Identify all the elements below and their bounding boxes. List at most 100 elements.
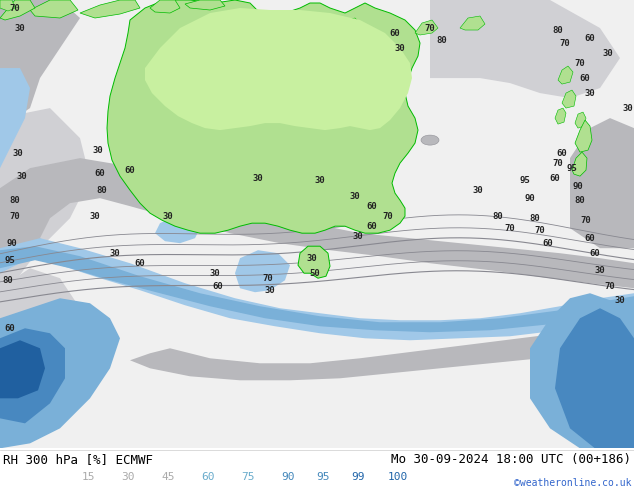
- Text: 60: 60: [590, 249, 600, 258]
- Text: RH 300 hPa [%] ECMWF: RH 300 hPa [%] ECMWF: [3, 453, 153, 466]
- Polygon shape: [555, 308, 634, 448]
- Text: 70: 70: [383, 212, 393, 220]
- Text: 30: 30: [89, 212, 100, 220]
- Polygon shape: [0, 298, 120, 448]
- Text: 90: 90: [281, 472, 295, 482]
- Polygon shape: [0, 0, 80, 128]
- Text: 30: 30: [110, 249, 120, 258]
- Text: 60: 60: [550, 173, 560, 183]
- Polygon shape: [0, 328, 65, 423]
- Text: 30: 30: [603, 49, 613, 57]
- Text: 90: 90: [6, 239, 17, 247]
- Text: 99: 99: [351, 472, 365, 482]
- Polygon shape: [340, 18, 360, 30]
- Text: 80: 80: [529, 214, 540, 222]
- Text: 95: 95: [316, 472, 330, 482]
- Text: 60: 60: [212, 282, 223, 291]
- Polygon shape: [0, 246, 634, 332]
- Text: 60: 60: [201, 472, 215, 482]
- Text: 30: 30: [314, 175, 325, 185]
- Polygon shape: [0, 238, 634, 340]
- Polygon shape: [235, 250, 290, 292]
- Text: 95: 95: [567, 164, 578, 172]
- Polygon shape: [107, 0, 420, 233]
- Text: 30: 30: [349, 192, 360, 200]
- Text: 70: 70: [553, 159, 564, 168]
- Text: 60: 60: [4, 324, 15, 333]
- Text: 70: 70: [534, 226, 545, 235]
- Text: 70: 70: [505, 223, 515, 233]
- Polygon shape: [570, 118, 634, 248]
- Text: 30: 30: [595, 266, 605, 275]
- Text: 60: 60: [579, 74, 590, 82]
- Polygon shape: [415, 20, 438, 35]
- Text: 100: 100: [388, 472, 408, 482]
- Text: 30: 30: [13, 148, 23, 158]
- Text: 30: 30: [614, 296, 625, 305]
- Polygon shape: [298, 246, 330, 278]
- Text: 70: 70: [581, 216, 592, 225]
- Polygon shape: [0, 0, 35, 20]
- Text: Mo 30-09-2024 18:00 UTC (00+186): Mo 30-09-2024 18:00 UTC (00+186): [391, 453, 631, 466]
- Polygon shape: [145, 8, 412, 130]
- Text: 95: 95: [4, 256, 15, 265]
- Text: 60: 60: [557, 148, 567, 158]
- Text: 80: 80: [10, 196, 20, 205]
- Text: 30: 30: [623, 103, 633, 113]
- Polygon shape: [150, 0, 180, 13]
- Text: 30: 30: [93, 146, 103, 155]
- Text: 60: 60: [366, 202, 377, 211]
- Text: 80: 80: [574, 196, 585, 205]
- Polygon shape: [0, 158, 634, 288]
- Text: 95: 95: [520, 175, 531, 185]
- Text: 30: 30: [353, 232, 363, 241]
- Text: 70: 70: [574, 58, 585, 68]
- Text: 80: 80: [493, 212, 503, 220]
- Text: 30: 30: [16, 172, 27, 181]
- Ellipse shape: [421, 135, 439, 145]
- Text: 90: 90: [524, 194, 535, 203]
- Text: 30: 30: [163, 212, 173, 220]
- Text: 50: 50: [309, 269, 320, 278]
- Polygon shape: [185, 0, 225, 10]
- Text: ©weatheronline.co.uk: ©weatheronline.co.uk: [514, 478, 631, 488]
- Text: 70: 70: [10, 212, 20, 220]
- Text: 70: 70: [605, 282, 616, 291]
- Text: 60: 60: [94, 169, 105, 178]
- Text: 30: 30: [472, 186, 483, 195]
- Polygon shape: [572, 152, 587, 176]
- Polygon shape: [562, 90, 576, 108]
- Text: 30: 30: [264, 286, 275, 294]
- Text: 60: 60: [585, 234, 595, 243]
- Polygon shape: [0, 68, 30, 168]
- Text: 15: 15: [81, 472, 94, 482]
- Text: 80: 80: [437, 36, 448, 45]
- Text: 30: 30: [210, 269, 221, 278]
- Text: 70: 70: [560, 39, 571, 48]
- Text: 60: 60: [390, 28, 401, 38]
- Polygon shape: [0, 340, 45, 398]
- Polygon shape: [575, 112, 586, 128]
- Text: 80: 80: [553, 25, 564, 34]
- Text: 60: 60: [543, 239, 553, 247]
- Polygon shape: [530, 293, 634, 448]
- Text: 80: 80: [3, 276, 13, 285]
- Text: 60: 60: [585, 33, 595, 43]
- Polygon shape: [430, 0, 620, 98]
- Polygon shape: [558, 66, 573, 84]
- Text: 30: 30: [121, 472, 135, 482]
- Text: 70: 70: [425, 24, 436, 32]
- Text: 30: 30: [394, 44, 405, 52]
- Text: 30: 30: [15, 24, 25, 32]
- Polygon shape: [0, 0, 15, 11]
- Text: 70: 70: [262, 274, 273, 283]
- Polygon shape: [130, 328, 634, 380]
- Text: 30: 30: [585, 89, 595, 98]
- Text: 30: 30: [307, 254, 318, 263]
- Text: 80: 80: [96, 186, 107, 195]
- Text: 75: 75: [242, 472, 255, 482]
- Polygon shape: [0, 268, 80, 448]
- Polygon shape: [80, 0, 140, 18]
- Polygon shape: [155, 216, 200, 243]
- Polygon shape: [555, 108, 566, 124]
